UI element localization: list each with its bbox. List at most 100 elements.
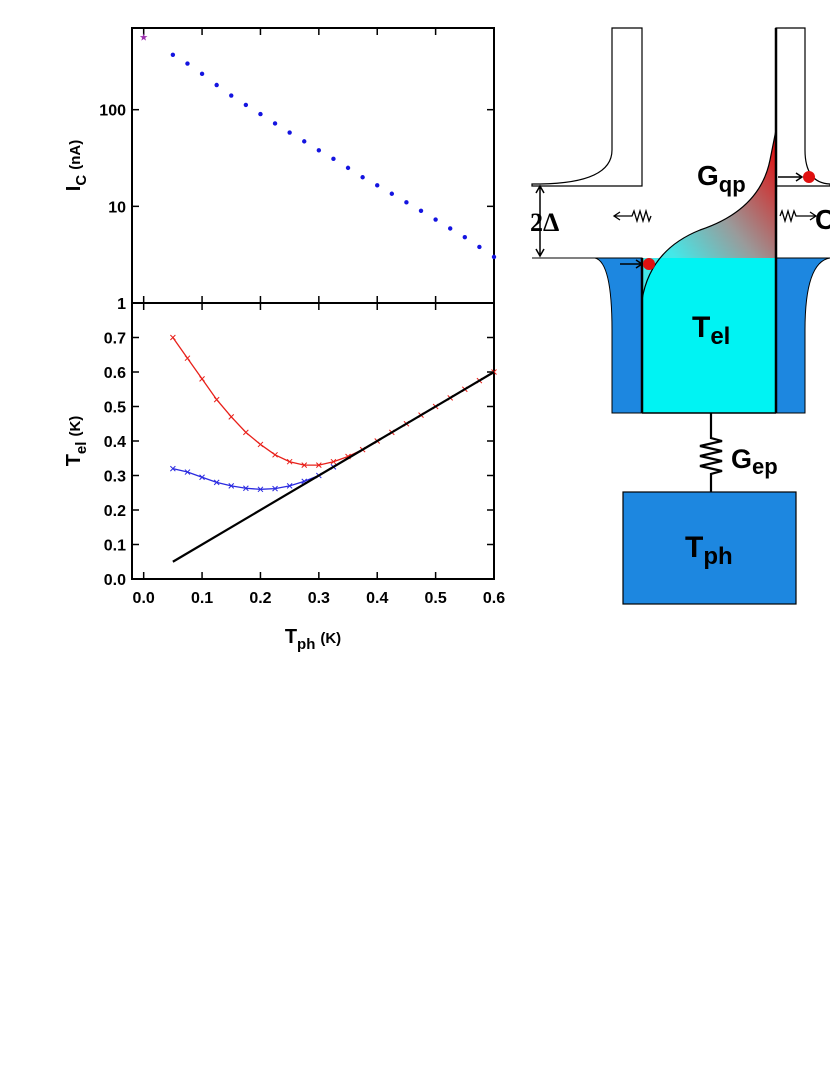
chart: 1 10 100 IC (nA) bbox=[63, 27, 497, 313]
point bbox=[462, 234, 468, 240]
diagram: Gqp 2Δ C Tel Gep Tph bbox=[530, 27, 830, 605]
point bbox=[272, 121, 278, 126]
tel-main: T bbox=[692, 311, 710, 344]
fermi-curve bbox=[641, 129, 777, 301]
point bbox=[272, 451, 278, 458]
point bbox=[185, 61, 190, 66]
gep-main: G bbox=[731, 444, 752, 474]
resistor bbox=[699, 413, 723, 492]
series-line bbox=[172, 466, 334, 490]
point bbox=[184, 469, 191, 475]
x-tick-label: 0.4 bbox=[366, 590, 388, 607]
point bbox=[213, 396, 220, 403]
point bbox=[345, 165, 351, 171]
tph-label: Tph bbox=[685, 531, 733, 570]
y-tick-label: 0.4 bbox=[104, 434, 126, 451]
tph-main: T bbox=[685, 531, 703, 564]
y-tick-label: 10 bbox=[108, 199, 126, 216]
point bbox=[286, 482, 293, 489]
point bbox=[243, 102, 249, 108]
y-tick-label: 0.0 bbox=[104, 572, 126, 589]
arrow bbox=[620, 259, 644, 269]
gqp-main: G bbox=[697, 160, 719, 191]
y-tick-label: 100 bbox=[99, 103, 126, 120]
x-tick-label: 0.5 bbox=[424, 590, 446, 607]
arrow bbox=[778, 172, 804, 182]
gqp-label: Gqp bbox=[697, 160, 746, 197]
y-tick-label: 0.2 bbox=[104, 503, 126, 520]
point bbox=[375, 183, 380, 188]
point bbox=[199, 474, 205, 481]
point bbox=[448, 226, 453, 231]
label-sub: el bbox=[73, 442, 90, 455]
right-dos-top bbox=[775, 27, 830, 187]
point bbox=[199, 71, 205, 77]
point bbox=[360, 175, 365, 180]
point bbox=[170, 465, 176, 472]
point bbox=[418, 208, 424, 213]
point bbox=[257, 441, 264, 448]
point bbox=[331, 156, 336, 162]
y-tick-label: 0.7 bbox=[104, 331, 126, 348]
point bbox=[214, 82, 219, 88]
thermal-link bbox=[612, 208, 652, 224]
point bbox=[139, 33, 148, 41]
x-tick-label: 0.0 bbox=[133, 590, 155, 607]
y-tick-label: 0.6 bbox=[104, 365, 126, 382]
point bbox=[243, 485, 249, 492]
series-line bbox=[172, 371, 495, 563]
gqp-sub: qp bbox=[719, 172, 746, 197]
point bbox=[302, 139, 307, 144]
tel-label: Tel bbox=[692, 311, 730, 350]
quasiparticle bbox=[803, 171, 815, 183]
thermal-link bbox=[779, 208, 818, 224]
point bbox=[257, 486, 264, 493]
point bbox=[258, 111, 263, 117]
label-main: T bbox=[63, 454, 85, 466]
y-tick-label: 0.3 bbox=[104, 469, 126, 486]
label-unit: (nA) bbox=[67, 140, 84, 170]
y-tick-label: 1 bbox=[117, 296, 126, 313]
left-dos-top bbox=[531, 27, 643, 187]
point bbox=[316, 148, 322, 153]
cut-label: C bbox=[815, 204, 830, 235]
fermi-tail bbox=[642, 130, 776, 300]
point bbox=[184, 355, 191, 362]
label-main: I bbox=[63, 186, 85, 192]
point bbox=[389, 191, 395, 196]
label-unit: (K) bbox=[67, 416, 84, 437]
point bbox=[170, 334, 176, 341]
quasiparticle bbox=[643, 258, 655, 270]
left-dos-bottom bbox=[532, 257, 643, 414]
y-axis-label: IC (nA) bbox=[63, 140, 90, 191]
label-sub: C bbox=[73, 175, 90, 186]
point bbox=[272, 485, 278, 492]
point bbox=[243, 429, 249, 436]
point bbox=[433, 217, 438, 222]
gap-arrow bbox=[535, 184, 545, 258]
point bbox=[199, 376, 205, 382]
point bbox=[287, 130, 292, 135]
point bbox=[315, 462, 322, 469]
y-axis-label: Tel (K) bbox=[63, 416, 90, 467]
point bbox=[404, 200, 409, 205]
tph-sub: ph bbox=[703, 543, 732, 570]
point bbox=[330, 458, 337, 465]
y-tick-label: 0.1 bbox=[104, 538, 126, 555]
chart: 0.0 0.1 0.2 0.3 0.4 0.5 0.6 0.7 0.0 0.1 0.2 0.3 0.4 0… bbox=[63, 302, 505, 653]
point bbox=[491, 254, 497, 260]
plot-frame bbox=[131, 27, 495, 304]
x-tick-label: 0.2 bbox=[249, 590, 271, 607]
right-dos-bottom bbox=[775, 257, 830, 414]
gep-label: Gep bbox=[731, 444, 778, 479]
x-tick-label: 0.6 bbox=[483, 590, 505, 607]
point bbox=[170, 52, 176, 57]
gep-sub: ep bbox=[752, 454, 778, 479]
point bbox=[229, 93, 234, 98]
phonon-bath bbox=[622, 491, 797, 605]
x-tick-label: 0.3 bbox=[308, 590, 330, 607]
label-unit: (K) bbox=[320, 630, 341, 647]
point bbox=[286, 458, 293, 465]
point bbox=[301, 462, 308, 469]
